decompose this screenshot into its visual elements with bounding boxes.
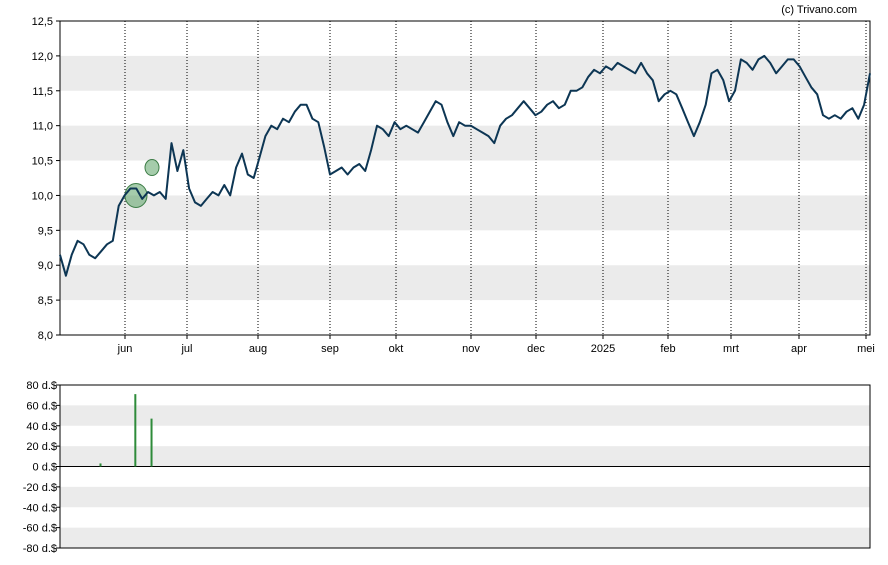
- y-tick-label: -40 d.$: [23, 502, 57, 514]
- x-tick-label: mei: [857, 343, 875, 355]
- y-tick-label: 40 d.$: [26, 421, 57, 433]
- x-tick-label: mrt: [723, 343, 739, 355]
- x-tick-label: dec: [527, 343, 545, 355]
- x-tick-label: aug: [249, 343, 267, 355]
- x-tick-label: apr: [791, 343, 807, 355]
- y-tick-label: 10,5: [32, 156, 53, 168]
- x-tick-label: 2025: [591, 343, 615, 355]
- x-tick-label: okt: [389, 343, 404, 355]
- grid-band: [60, 55, 870, 91]
- y-tick-label: -60 d.$: [23, 523, 57, 535]
- grid-band: [60, 125, 870, 161]
- dividend-marker: [124, 182, 148, 208]
- y-tick-label: 80 d.$: [26, 380, 57, 392]
- x-tick-label: feb: [660, 343, 675, 355]
- grid-band: [60, 527, 870, 548]
- dividend-chart: 80 d.$ 60 d.$ 40 d.$ 20 d.$ 0 d.$ -20 d.$ -40 …: [23, 380, 871, 555]
- grid-band: [60, 486, 870, 508]
- grid-band: [60, 405, 870, 426]
- credit-text: (c) Trivano.com: [781, 4, 857, 16]
- y-tick-label: 9,0: [38, 260, 53, 272]
- grid-band: [60, 265, 870, 301]
- x-tick-label: sep: [321, 343, 339, 355]
- y-tick-label: 9,5: [38, 225, 53, 237]
- grid-band: [60, 195, 870, 231]
- y-tick-label: 12,0: [32, 51, 53, 63]
- y-tick-label: 0 d.$: [33, 462, 57, 474]
- y-tick-label: 10,0: [32, 190, 53, 202]
- y-tick-label: -80 d.$: [23, 543, 57, 555]
- y-tick-label: 12,5: [32, 16, 53, 28]
- grid-band: [60, 446, 870, 467]
- price-chart: jun jul aug sep okt nov dec 2025 feb mrt apr mei 8,0…: [32, 16, 875, 355]
- x-tick-label: jun: [117, 343, 133, 355]
- y-tick-label: 20 d.$: [26, 441, 57, 453]
- y-tick-label: 11,5: [32, 86, 53, 98]
- plot-frame: [59, 20, 871, 336]
- y-tick-label: 8,5: [38, 295, 53, 307]
- y-tick-label: 11,0: [32, 121, 53, 133]
- x-tick-label: jul: [180, 343, 192, 355]
- dividend-marker: [144, 159, 160, 177]
- x-tick-label: nov: [462, 343, 480, 355]
- y-tick-label: 8,0: [38, 330, 53, 342]
- y-tick-label: 60 d.$: [26, 400, 57, 412]
- y-tick-label: -20 d.$: [23, 482, 57, 494]
- price-line: [59, 54, 871, 277]
